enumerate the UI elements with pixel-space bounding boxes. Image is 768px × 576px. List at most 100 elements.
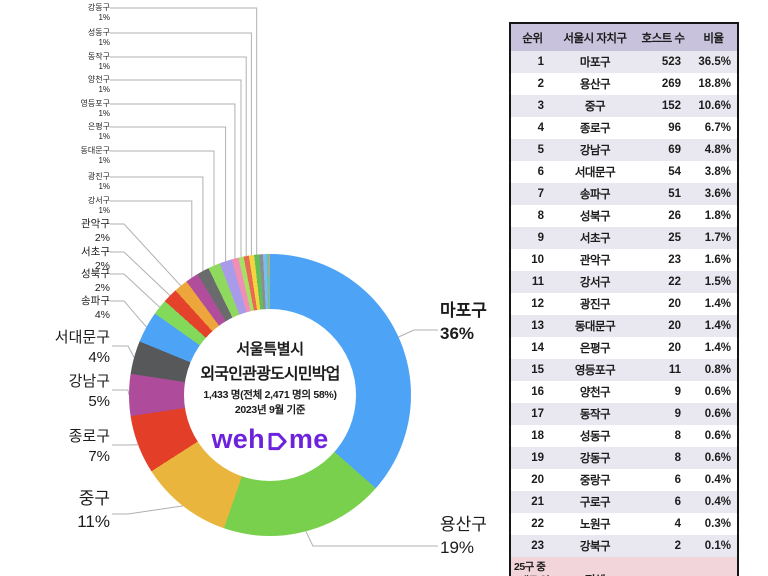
donut-label: 중구 11%: [77, 489, 110, 531]
table-cell: 성동구: [579, 431, 611, 443]
table-cell: 1.5%: [704, 276, 731, 288]
table-row: 7 송파구 51 3.6%: [510, 183, 738, 205]
table-row: 11 강서구 22 1.5%: [510, 271, 738, 293]
center-title-line2: 외국인관광도시민박업: [200, 365, 340, 383]
donut-label: 용산구 19%: [440, 515, 487, 557]
wehome-logo: weh me: [211, 423, 328, 454]
table-cell: 11: [668, 364, 681, 376]
district-host-table: 순위 서울시 자치구 호스트 수 비율 1 마포구 523 36.5% 2 용산구 269 1…: [509, 22, 739, 576]
table-row: 6 서대문구 54 3.8%: [510, 161, 738, 183]
table-cell: 마포구: [579, 57, 611, 69]
table-cell: 노원구: [579, 519, 611, 531]
table-cell: 9: [674, 386, 681, 398]
table-cell: 관악구: [579, 255, 611, 267]
leader-lines-svg: [110, 7, 438, 547]
table-cell: 6.7%: [704, 122, 731, 134]
table-cell: 23: [668, 254, 681, 266]
table-cell: 54: [668, 166, 681, 178]
donut-label: 은평구 1%: [87, 122, 110, 142]
table-cell: 종로구: [579, 123, 611, 135]
table-cell: 0.6%: [704, 408, 731, 420]
table-cell: 22: [668, 276, 681, 288]
table-cell: 1: [537, 56, 544, 68]
table-cell: 2: [537, 78, 544, 90]
table-cell: 0.4%: [704, 496, 731, 508]
table-cell: 동작구: [579, 409, 611, 421]
table-cell: 중랑구: [579, 475, 611, 487]
footer-total-label: 전체: [554, 557, 636, 576]
table-cell: 서초구: [579, 233, 611, 245]
leader-line: [110, 176, 204, 271]
table-cell: 20: [668, 320, 681, 332]
table-cell: 11: [531, 276, 544, 288]
leader-line: [110, 200, 193, 278]
footer-note-line1: 25구 중: [514, 561, 546, 573]
table-cell: 1.8%: [704, 210, 731, 222]
table-row: 9 서초구 25 1.7%: [510, 227, 738, 249]
donut-label: 성동구 1%: [87, 28, 110, 48]
table-row: 12 광진구 20 1.4%: [510, 293, 738, 315]
rank-table: 순위 서울시 자치구 호스트 수 비율 1 마포구 523 36.5% 2 용산구 269 1…: [509, 22, 739, 576]
table-cell: 17: [531, 408, 544, 420]
leader-line: [110, 32, 252, 256]
table-cell: 1.4%: [704, 320, 731, 332]
table-cell: 0.6%: [704, 430, 731, 442]
table-row: 8 성북구 26 1.8%: [510, 205, 738, 227]
table-cell: 96: [668, 122, 681, 134]
table-cell: 1.6%: [704, 254, 731, 266]
table-cell: 2: [674, 540, 681, 552]
table-cell: 용산구: [579, 79, 611, 91]
table-cell: 6: [674, 474, 681, 486]
table-cell: 은평구: [579, 343, 611, 355]
table-row: 2 용산구 269 18.8%: [510, 73, 738, 95]
donut-hole: 서울특별시 외국인관광도시민박업 1,433 명(전체 2,471 명의 58%…: [184, 309, 356, 481]
table-cell: 51: [668, 188, 681, 200]
table-cell: 20: [668, 298, 681, 310]
leader-line: [110, 223, 182, 287]
table-cell: 10.6%: [698, 100, 731, 112]
donut-label: 송파구 4%: [81, 295, 110, 321]
table-cell: 1.4%: [704, 342, 731, 354]
donut-label: 강동구 1%: [87, 3, 110, 23]
leader-line: [110, 251, 171, 296]
table-cell: 20: [531, 474, 544, 486]
table-cell: 10: [531, 254, 544, 266]
table-cell: 3.8%: [704, 166, 731, 178]
leader-line: [110, 273, 161, 308]
table-cell: 7: [537, 188, 544, 200]
table-header-row: 순위 서울시 자치구 호스트 수 비율: [510, 23, 738, 51]
donut-label: 영등포구 1%: [80, 99, 110, 119]
donut-label: 동대문구 1%: [80, 146, 110, 166]
table-cell: 18: [531, 430, 544, 442]
table-row: 23 강북구 2 0.1%: [510, 535, 738, 557]
donut-label: 마포구 36%: [440, 301, 487, 343]
table-cell: 0.8%: [704, 364, 731, 376]
table-cell: 3.6%: [704, 188, 731, 200]
table-body: 1 마포구 523 36.5% 2 용산구 269 18.8% 3 중구 152 10.6% 4 종로구 9…: [510, 51, 738, 557]
table-cell: 8: [537, 210, 544, 222]
table-cell: 36.5%: [698, 56, 731, 68]
table-cell: 6: [674, 496, 681, 508]
table-cell: 구로구: [579, 497, 611, 509]
donut-label: 종로구 7%: [68, 428, 110, 466]
donut-label: 강남구 5%: [68, 373, 110, 411]
leader-line: [112, 505, 183, 515]
table-cell: 0.1%: [704, 540, 731, 552]
table-cell: 3: [537, 100, 544, 112]
center-title-line1: 서울특별시: [236, 340, 304, 358]
table-row: 13 동대문구 20 1.4%: [510, 315, 738, 337]
leader-line: [110, 300, 147, 328]
logo-house-icon: [268, 432, 287, 450]
table-cell: 중구: [584, 101, 606, 113]
footer-total-hosts: 1,433: [636, 557, 690, 576]
donut-label: 서초구 2%: [81, 246, 110, 272]
leader-line: [398, 329, 438, 338]
table-cell: 16: [531, 386, 544, 398]
table-cell: 6: [537, 166, 544, 178]
table-row: 16 양천구 9 0.6%: [510, 381, 738, 403]
logo-text-prefix: weh: [211, 423, 265, 454]
table-cell: 69: [668, 144, 681, 156]
leader-line: [305, 531, 438, 547]
table-cell: 0.6%: [704, 386, 731, 398]
